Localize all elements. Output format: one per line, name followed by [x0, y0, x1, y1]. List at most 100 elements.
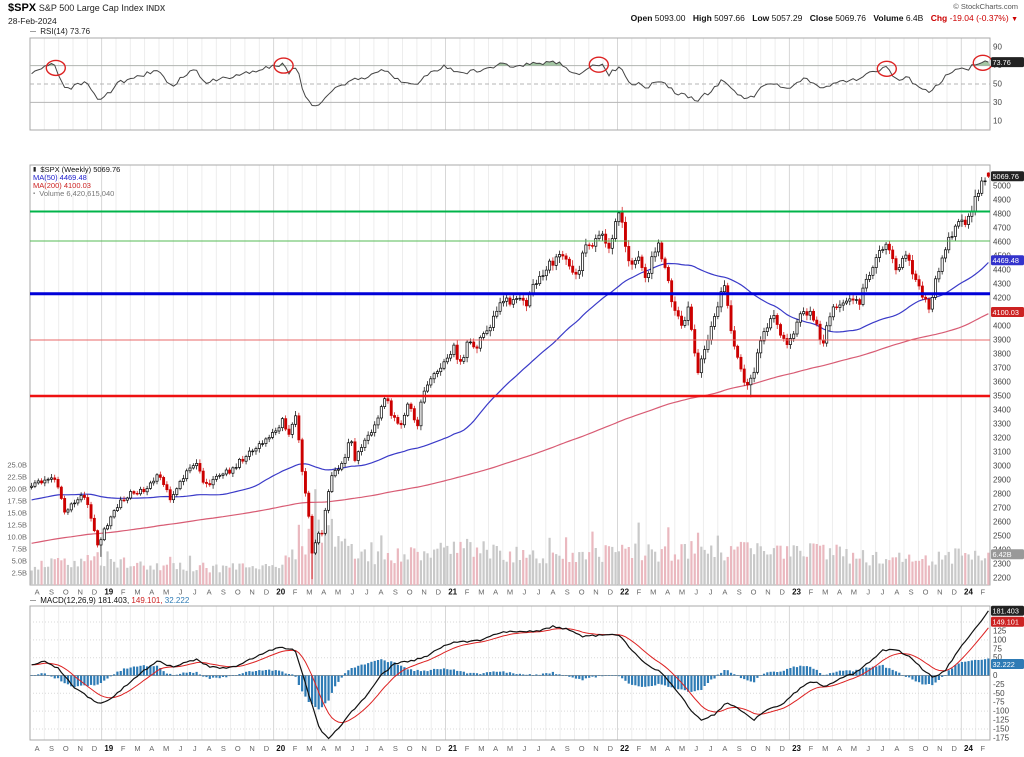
svg-text:A: A	[379, 744, 384, 753]
svg-text:-125: -125	[993, 716, 1010, 725]
svg-text:J: J	[193, 744, 197, 753]
svg-text:N: N	[77, 588, 82, 597]
value-tag: 6.42B	[991, 549, 1024, 560]
symbol: $SPX	[8, 2, 37, 14]
high-label: High	[692, 13, 712, 23]
svg-text:4800: 4800	[993, 210, 1011, 219]
svg-text:4700: 4700	[993, 224, 1011, 233]
svg-text:S: S	[221, 744, 226, 753]
svg-text:N: N	[421, 744, 426, 753]
svg-text:O: O	[407, 744, 413, 753]
svg-text:30: 30	[993, 98, 1002, 107]
svg-text:22.5B: 22.5B	[7, 473, 27, 482]
svg-text:A: A	[722, 744, 727, 753]
volume-value: 6.4B	[905, 13, 924, 23]
svg-text:A: A	[35, 744, 40, 753]
header-right: © StockCharts.com Open 5093.00 High 5097…	[631, 2, 1018, 26]
svg-text:6.42B: 6.42B	[993, 550, 1012, 559]
svg-text:A: A	[207, 588, 212, 597]
svg-text:F: F	[293, 588, 298, 597]
svg-text:2800: 2800	[993, 490, 1011, 499]
svg-text:J: J	[522, 744, 526, 753]
svg-text:M: M	[134, 744, 140, 753]
svg-text:O: O	[923, 744, 929, 753]
svg-text:D: D	[608, 744, 614, 753]
svg-text:75: 75	[993, 644, 1002, 653]
svg-text:O: O	[63, 744, 69, 753]
svg-text:M: M	[306, 744, 312, 753]
chart-date: 28-Feb-2024	[8, 16, 57, 26]
svg-text:O: O	[751, 588, 757, 597]
svg-text:D: D	[608, 588, 614, 597]
svg-text:N: N	[937, 588, 942, 597]
svg-text:F: F	[809, 744, 814, 753]
svg-text:M: M	[335, 744, 341, 753]
overbought-circle	[876, 60, 897, 78]
svg-text:3100: 3100	[993, 448, 1011, 457]
svg-text:M: M	[507, 744, 513, 753]
svg-text:2500: 2500	[993, 532, 1011, 541]
overbought-circle	[45, 59, 66, 77]
volume-axis-labels: 25.0B 22.5B 20.0B 17.5B 15.0B 12.5B 10.0B 7.5B 5…	[7, 461, 27, 578]
svg-text:A: A	[550, 588, 555, 597]
svg-text:73.76: 73.76	[993, 58, 1011, 67]
svg-text:M: M	[507, 588, 513, 597]
svg-text:20: 20	[276, 588, 285, 597]
svg-text:21: 21	[448, 588, 457, 597]
svg-text:N: N	[593, 588, 598, 597]
svg-text:D: D	[264, 744, 270, 753]
svg-text:J: J	[709, 744, 713, 753]
svg-text:-50: -50	[993, 689, 1005, 698]
svg-text:12.5B: 12.5B	[7, 521, 27, 530]
svg-text:O: O	[579, 744, 585, 753]
svg-text:22: 22	[620, 588, 629, 597]
svg-text:A: A	[665, 588, 670, 597]
price-legend-label: $SPX (Weekly) 5069.76	[40, 165, 121, 174]
svg-text:A: A	[149, 744, 154, 753]
value-tag: 5069.76	[991, 171, 1024, 182]
price-axis-labels: 2200230024002500260027002800290030003100…	[993, 182, 1011, 583]
svg-text:M: M	[822, 588, 828, 597]
svg-text:M: M	[851, 744, 857, 753]
svg-text:23: 23	[792, 588, 801, 597]
svg-text:F: F	[637, 744, 642, 753]
svg-text:3400: 3400	[993, 406, 1011, 415]
svg-text:4469.48: 4469.48	[993, 256, 1019, 265]
svg-text:O: O	[235, 744, 241, 753]
svg-text:O: O	[63, 588, 69, 597]
svg-text:M: M	[163, 744, 169, 753]
exchange: INDX	[146, 4, 166, 13]
svg-text:-175: -175	[993, 733, 1010, 742]
rsi-axis-labels: 9070503010	[993, 43, 1002, 126]
low-value: 5057.29	[771, 13, 803, 23]
svg-text:A: A	[379, 588, 384, 597]
svg-text:3000: 3000	[993, 462, 1011, 471]
svg-text:O: O	[923, 588, 929, 597]
svg-text:M: M	[134, 588, 140, 597]
svg-text:4000: 4000	[993, 322, 1011, 331]
panel-border-2	[29, 605, 991, 741]
volume-legend-label: Volume 6,420,615,040	[39, 189, 115, 198]
svg-text:125: 125	[993, 626, 1007, 635]
svg-text:J: J	[881, 744, 885, 753]
svg-text:A: A	[149, 588, 154, 597]
svg-text:F: F	[809, 588, 814, 597]
svg-text:O: O	[235, 588, 241, 597]
svg-text:M: M	[822, 744, 828, 753]
svg-text:M: M	[335, 588, 341, 597]
ma200-line	[31, 313, 989, 544]
svg-text:F: F	[293, 744, 298, 753]
open-value: 5093.00	[654, 13, 686, 23]
svg-text:M: M	[478, 588, 484, 597]
close-value: 5069.76	[835, 13, 867, 23]
close-label: Close	[809, 13, 833, 23]
svg-text:J: J	[179, 744, 183, 753]
header-left: $SPX S&P 500 Large Cap Index INDX 28-Feb…	[8, 2, 165, 26]
svg-text:J: J	[537, 744, 541, 753]
rsi-overbought-fill	[30, 60, 990, 66]
svg-text:25.0B: 25.0B	[7, 461, 27, 470]
down-arrow-icon: ▼	[1011, 16, 1018, 23]
svg-text:2700: 2700	[993, 504, 1011, 513]
